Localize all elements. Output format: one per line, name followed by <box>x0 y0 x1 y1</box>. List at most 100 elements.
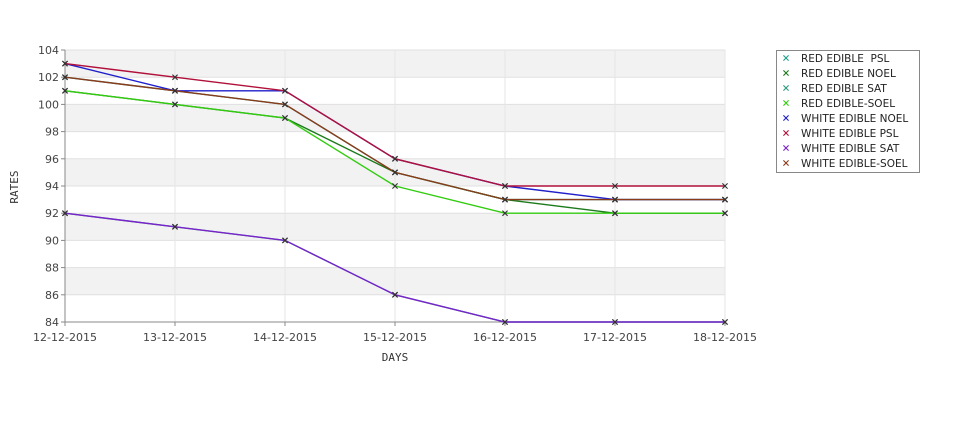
data-point <box>722 319 728 325</box>
marker-stroke <box>783 130 789 136</box>
legend-marker <box>783 100 789 106</box>
marker-stroke <box>783 85 789 91</box>
marker-stroke <box>172 74 178 81</box>
data-point <box>722 210 728 217</box>
marker-stroke <box>722 319 728 325</box>
marker-stroke <box>62 87 68 94</box>
data-point <box>612 319 618 325</box>
marker-stroke <box>612 196 618 203</box>
y-tick-label: 94 <box>45 180 59 193</box>
legend-item-label: WHITE EDIBLE-SOEL <box>801 158 908 170</box>
legend-item-label: WHITE EDIBLE NOEL <box>801 113 908 125</box>
x-tick-label: 13-12-2015 <box>143 331 207 344</box>
data-point <box>392 291 398 298</box>
data-point <box>62 74 68 81</box>
data-point <box>62 87 68 94</box>
marker-stroke <box>783 100 789 106</box>
legend-box <box>776 50 920 173</box>
data-point <box>282 115 288 121</box>
x-tick-label: 12-12-2015 <box>33 331 97 344</box>
legend-marker <box>783 55 789 61</box>
marker-stroke <box>62 74 68 81</box>
marker-stroke <box>783 115 789 121</box>
marker-stroke <box>282 87 288 94</box>
marker-stroke <box>502 183 508 189</box>
data-point <box>392 155 398 162</box>
data-point <box>612 183 618 189</box>
legend-item-label: WHITE EDIBLE PSL <box>801 128 899 140</box>
data-point <box>612 196 618 203</box>
y-tick-label: 84 <box>45 316 59 329</box>
marker-stroke <box>612 210 618 217</box>
legend-marker <box>783 130 789 136</box>
legend-marker <box>783 145 789 151</box>
data-point <box>172 74 178 81</box>
marker-stroke <box>282 115 288 121</box>
y-axis-ticks: 84 86 88 90 92 94 96 98 100 102 104 <box>38 44 59 329</box>
data-point <box>282 237 288 244</box>
marker-stroke <box>612 183 618 189</box>
y-tick-label: 86 <box>45 289 59 302</box>
data-point <box>502 210 508 217</box>
marker-stroke <box>502 196 508 203</box>
y-axis-label: RATES <box>8 170 21 203</box>
y-tick-label: 90 <box>45 234 59 247</box>
legend-item-label: RED EDIBLE PSL <box>801 53 890 65</box>
data-point <box>502 183 508 189</box>
y-tick-label: 100 <box>38 98 59 111</box>
x-tick-label: 16-12-2015 <box>473 331 537 344</box>
marker-stroke <box>783 145 789 151</box>
marker-stroke <box>62 60 68 67</box>
data-point <box>172 87 178 94</box>
data-point <box>612 210 618 217</box>
marker-stroke <box>282 237 288 244</box>
data-point <box>722 183 728 189</box>
marker-stroke <box>392 183 398 189</box>
data-point <box>502 319 508 325</box>
y-tick-label: 88 <box>45 262 59 275</box>
marker-stroke <box>172 101 178 108</box>
y-tick-label: 104 <box>38 44 59 57</box>
data-point <box>722 196 728 203</box>
x-tick-label: 17-12-2015 <box>583 331 647 344</box>
data-point <box>282 101 288 108</box>
marker-stroke <box>612 319 618 325</box>
legend-marker <box>783 115 789 121</box>
marker-stroke <box>502 210 508 217</box>
legend-marker <box>783 160 789 166</box>
data-point <box>502 196 508 203</box>
legend-item-label: RED EDIBLE SAT <box>801 83 887 95</box>
legend-marker <box>783 70 789 76</box>
marker-stroke <box>722 210 728 217</box>
data-point <box>392 169 398 176</box>
data-point <box>282 87 288 94</box>
y-tick-label: 102 <box>38 71 59 84</box>
marker-stroke <box>783 55 789 61</box>
marker-stroke <box>502 319 508 325</box>
data-point <box>172 101 178 108</box>
marker-stroke <box>722 196 728 203</box>
data-point <box>62 210 68 217</box>
y-tick-label: 96 <box>45 153 59 166</box>
legend-item-label: RED EDIBLE-SOEL <box>801 98 895 110</box>
marker-stroke <box>282 101 288 108</box>
legend-item-label: WHITE EDIBLE SAT <box>801 143 900 155</box>
x-axis-ticks: 12-12-2015 13-12-2015 14-12-2015 15-12-2015… <box>33 331 757 344</box>
y-tick-label: 92 <box>45 207 59 220</box>
marker-stroke <box>172 223 178 230</box>
marker-stroke <box>62 210 68 217</box>
data-point <box>392 183 398 189</box>
x-axis-label: DAYS <box>382 351 409 364</box>
legend-marker <box>783 85 789 91</box>
marker-stroke <box>722 183 728 189</box>
x-tick-label: 18-12-2015 <box>693 331 757 344</box>
marker-stroke <box>783 160 789 166</box>
legend: RED EDIBLE PSL RED EDIBLE NOEL RED EDIBLE … <box>776 50 920 173</box>
legend-item-label: RED EDIBLE NOEL <box>801 68 896 80</box>
x-tick-label: 14-12-2015 <box>253 331 317 344</box>
marker-stroke <box>783 70 789 76</box>
data-point <box>172 223 178 230</box>
marker-stroke <box>392 155 398 162</box>
x-tick-label: 15-12-2015 <box>363 331 427 344</box>
